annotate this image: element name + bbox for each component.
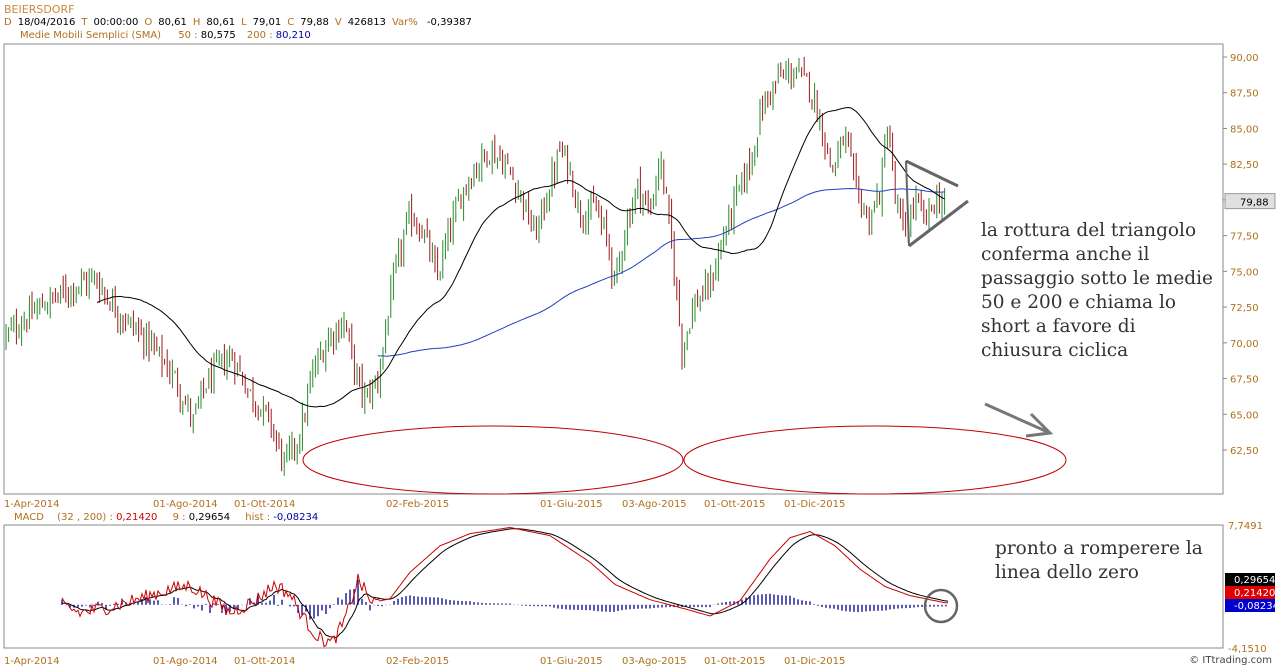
triangle-lower-line bbox=[908, 199, 969, 248]
macd-date-label: 01-Giu-2015 bbox=[540, 656, 603, 667]
ohlc-value: 80,61 bbox=[158, 17, 187, 28]
price-tick-label: 75,00 bbox=[1230, 267, 1259, 278]
ohlc-item: T 00:00:00 bbox=[81, 17, 138, 28]
price-tick-label: 72,50 bbox=[1230, 303, 1259, 314]
price-tick-label: 82,50 bbox=[1230, 160, 1259, 171]
ohlc-item: H 80,61 bbox=[193, 17, 235, 28]
macd-legend: MACD (32 , 200) : 0,21420 9 : 0,29654 hi… bbox=[14, 512, 318, 523]
ellipse-left bbox=[302, 425, 684, 495]
date-label: 01-Ott-2014 bbox=[234, 499, 295, 510]
macd-axis-bottom: -4,1510 bbox=[1228, 644, 1267, 655]
hist-label: hist : bbox=[245, 512, 271, 523]
sma200-label: 200 : bbox=[246, 30, 273, 41]
macd-date-label: 01-Ott-2015 bbox=[704, 656, 765, 667]
ohlc-key: D bbox=[4, 17, 12, 28]
triangle-left-line bbox=[905, 160, 910, 247]
ohlc-value: 00:00:00 bbox=[93, 17, 139, 28]
date-label: 01-Ago-2014 bbox=[153, 499, 218, 510]
ohlc-value: 426813 bbox=[347, 17, 386, 28]
chart-title: BEIERSDORF bbox=[4, 3, 75, 16]
sma200-value: 80,210 bbox=[275, 30, 311, 41]
signal-label: 9 : bbox=[172, 512, 186, 523]
macd-date-label: 01-Ott-2014 bbox=[234, 656, 295, 667]
sma50-line bbox=[96, 106, 945, 408]
macd-value: 0,21420 bbox=[116, 512, 158, 523]
ohlc-key: V bbox=[334, 17, 342, 28]
date-label: 01-Dic-2015 bbox=[784, 499, 845, 510]
date-label: 01-Ott-2015 bbox=[704, 499, 765, 510]
ohlc-key: T bbox=[81, 17, 88, 28]
macd-circle bbox=[923, 588, 959, 624]
candles bbox=[5, 56, 946, 476]
price-tick-label: 65,00 bbox=[1230, 410, 1259, 421]
ohlc-value: 79,01 bbox=[252, 17, 282, 28]
date-axis: 1-Apr-2014 1-Apr-2014 01-Ago-2014 01-Ago-20… bbox=[4, 499, 845, 667]
macd-badge bbox=[1225, 586, 1275, 599]
ohlc-value: 80,61 bbox=[206, 17, 236, 28]
macd-badge bbox=[1225, 599, 1275, 612]
macd-date-label: 01-Ago-2014 bbox=[153, 656, 218, 667]
annotation-drawings bbox=[302, 159, 1067, 624]
triangle-upper-line bbox=[905, 159, 959, 188]
watermark: © ITtrading.com bbox=[1189, 655, 1272, 666]
macd-axis-top: 7,7491 bbox=[1228, 521, 1263, 532]
price-tick-label: 67,50 bbox=[1230, 375, 1259, 386]
ohlc-item: V 426813 bbox=[335, 17, 386, 28]
sma200-line bbox=[377, 187, 945, 357]
down-arrow bbox=[984, 402, 1054, 438]
macd-plot: 7,7491 -4,1510 0,29654 0,21420 -0,08234 bbox=[61, 521, 1278, 655]
macd-line bbox=[61, 526, 948, 648]
price-tick-label: 87,50 bbox=[1230, 89, 1259, 100]
ohlc-value: 18/04/2016 bbox=[17, 17, 76, 28]
macd-date-label: 01-Dic-2015 bbox=[784, 656, 845, 667]
date-label: 01-Giu-2015 bbox=[540, 499, 603, 510]
sma-label: Medie Mobili Semplici (SMA) bbox=[20, 30, 162, 41]
last-price-label: 79,88 bbox=[1240, 198, 1269, 209]
macd-label: MACD bbox=[14, 512, 44, 523]
ohlc-key: L bbox=[241, 17, 247, 28]
ohlc-key: H bbox=[192, 17, 201, 28]
ohlc-key: C bbox=[287, 17, 295, 28]
macd-date-label: 03-Ago-2015 bbox=[622, 656, 687, 667]
ohlc-item: D 18/04/2016 bbox=[4, 17, 75, 28]
macd-note: pronto a romperere la linea dello zero bbox=[995, 538, 1203, 583]
ohlc-item: Var% -0,39387 bbox=[392, 17, 472, 28]
ohlc-value: -0,39387 bbox=[423, 17, 472, 28]
date-label: 02-Feb-2015 bbox=[386, 499, 449, 510]
price-tick-label: 90,00 bbox=[1230, 53, 1259, 64]
last-price-badge bbox=[1224, 193, 1276, 210]
price-tick-label: 77,50 bbox=[1230, 232, 1259, 243]
date-label: 1-Apr-2014 bbox=[4, 499, 59, 510]
signal-value: 0,29654 bbox=[188, 512, 231, 523]
price-axis: 90,0087,5085,0082,5080,0077,5075,0072,50… bbox=[1223, 53, 1276, 457]
macd-badge-label: 0,21420 bbox=[1234, 588, 1275, 599]
macd-params: (32 , 200) : bbox=[57, 512, 113, 523]
ellipse-right bbox=[683, 425, 1067, 495]
ohlc-key: O bbox=[144, 17, 153, 28]
ohlc-readout: D 18/04/2016 T 00:00:00 O 80,61 H 80,61 L 79,01 C 7… bbox=[4, 17, 478, 28]
ohlc-value: 79,88 bbox=[300, 17, 329, 28]
ohlc-item: C 79,88 bbox=[287, 17, 329, 28]
price-tick-label: 85,00 bbox=[1230, 124, 1259, 135]
sma-legend: Medie Mobili Semplici (SMA) 50 : 80,575 … bbox=[20, 30, 311, 41]
ohlc-item: O 80,61 bbox=[144, 17, 187, 28]
macd-badge bbox=[1225, 573, 1275, 586]
signal-line bbox=[61, 528, 949, 639]
macd-badge-label: -0,08234 bbox=[1234, 601, 1278, 612]
sma50-label: 50 : bbox=[178, 30, 198, 41]
ohlc-item: L 79,01 bbox=[241, 17, 281, 28]
date-label: 03-Ago-2015 bbox=[622, 499, 687, 510]
macd-date-label: 1-Apr-2014 bbox=[4, 656, 59, 667]
macd-panel bbox=[3, 524, 1224, 649]
macd-date-label: 02-Feb-2015 bbox=[386, 656, 449, 667]
hist-value: -0,08234 bbox=[273, 512, 319, 523]
sma50-value: 80,575 bbox=[200, 30, 236, 41]
price-tick-label: 70,00 bbox=[1230, 339, 1259, 350]
ohlc-key: Var% bbox=[391, 17, 418, 28]
macd-badge-label: 0,29654 bbox=[1234, 575, 1275, 586]
price-tick-label: 62,50 bbox=[1230, 446, 1259, 457]
triangle-note: la rottura del triangolo conferma anche … bbox=[981, 220, 1213, 361]
